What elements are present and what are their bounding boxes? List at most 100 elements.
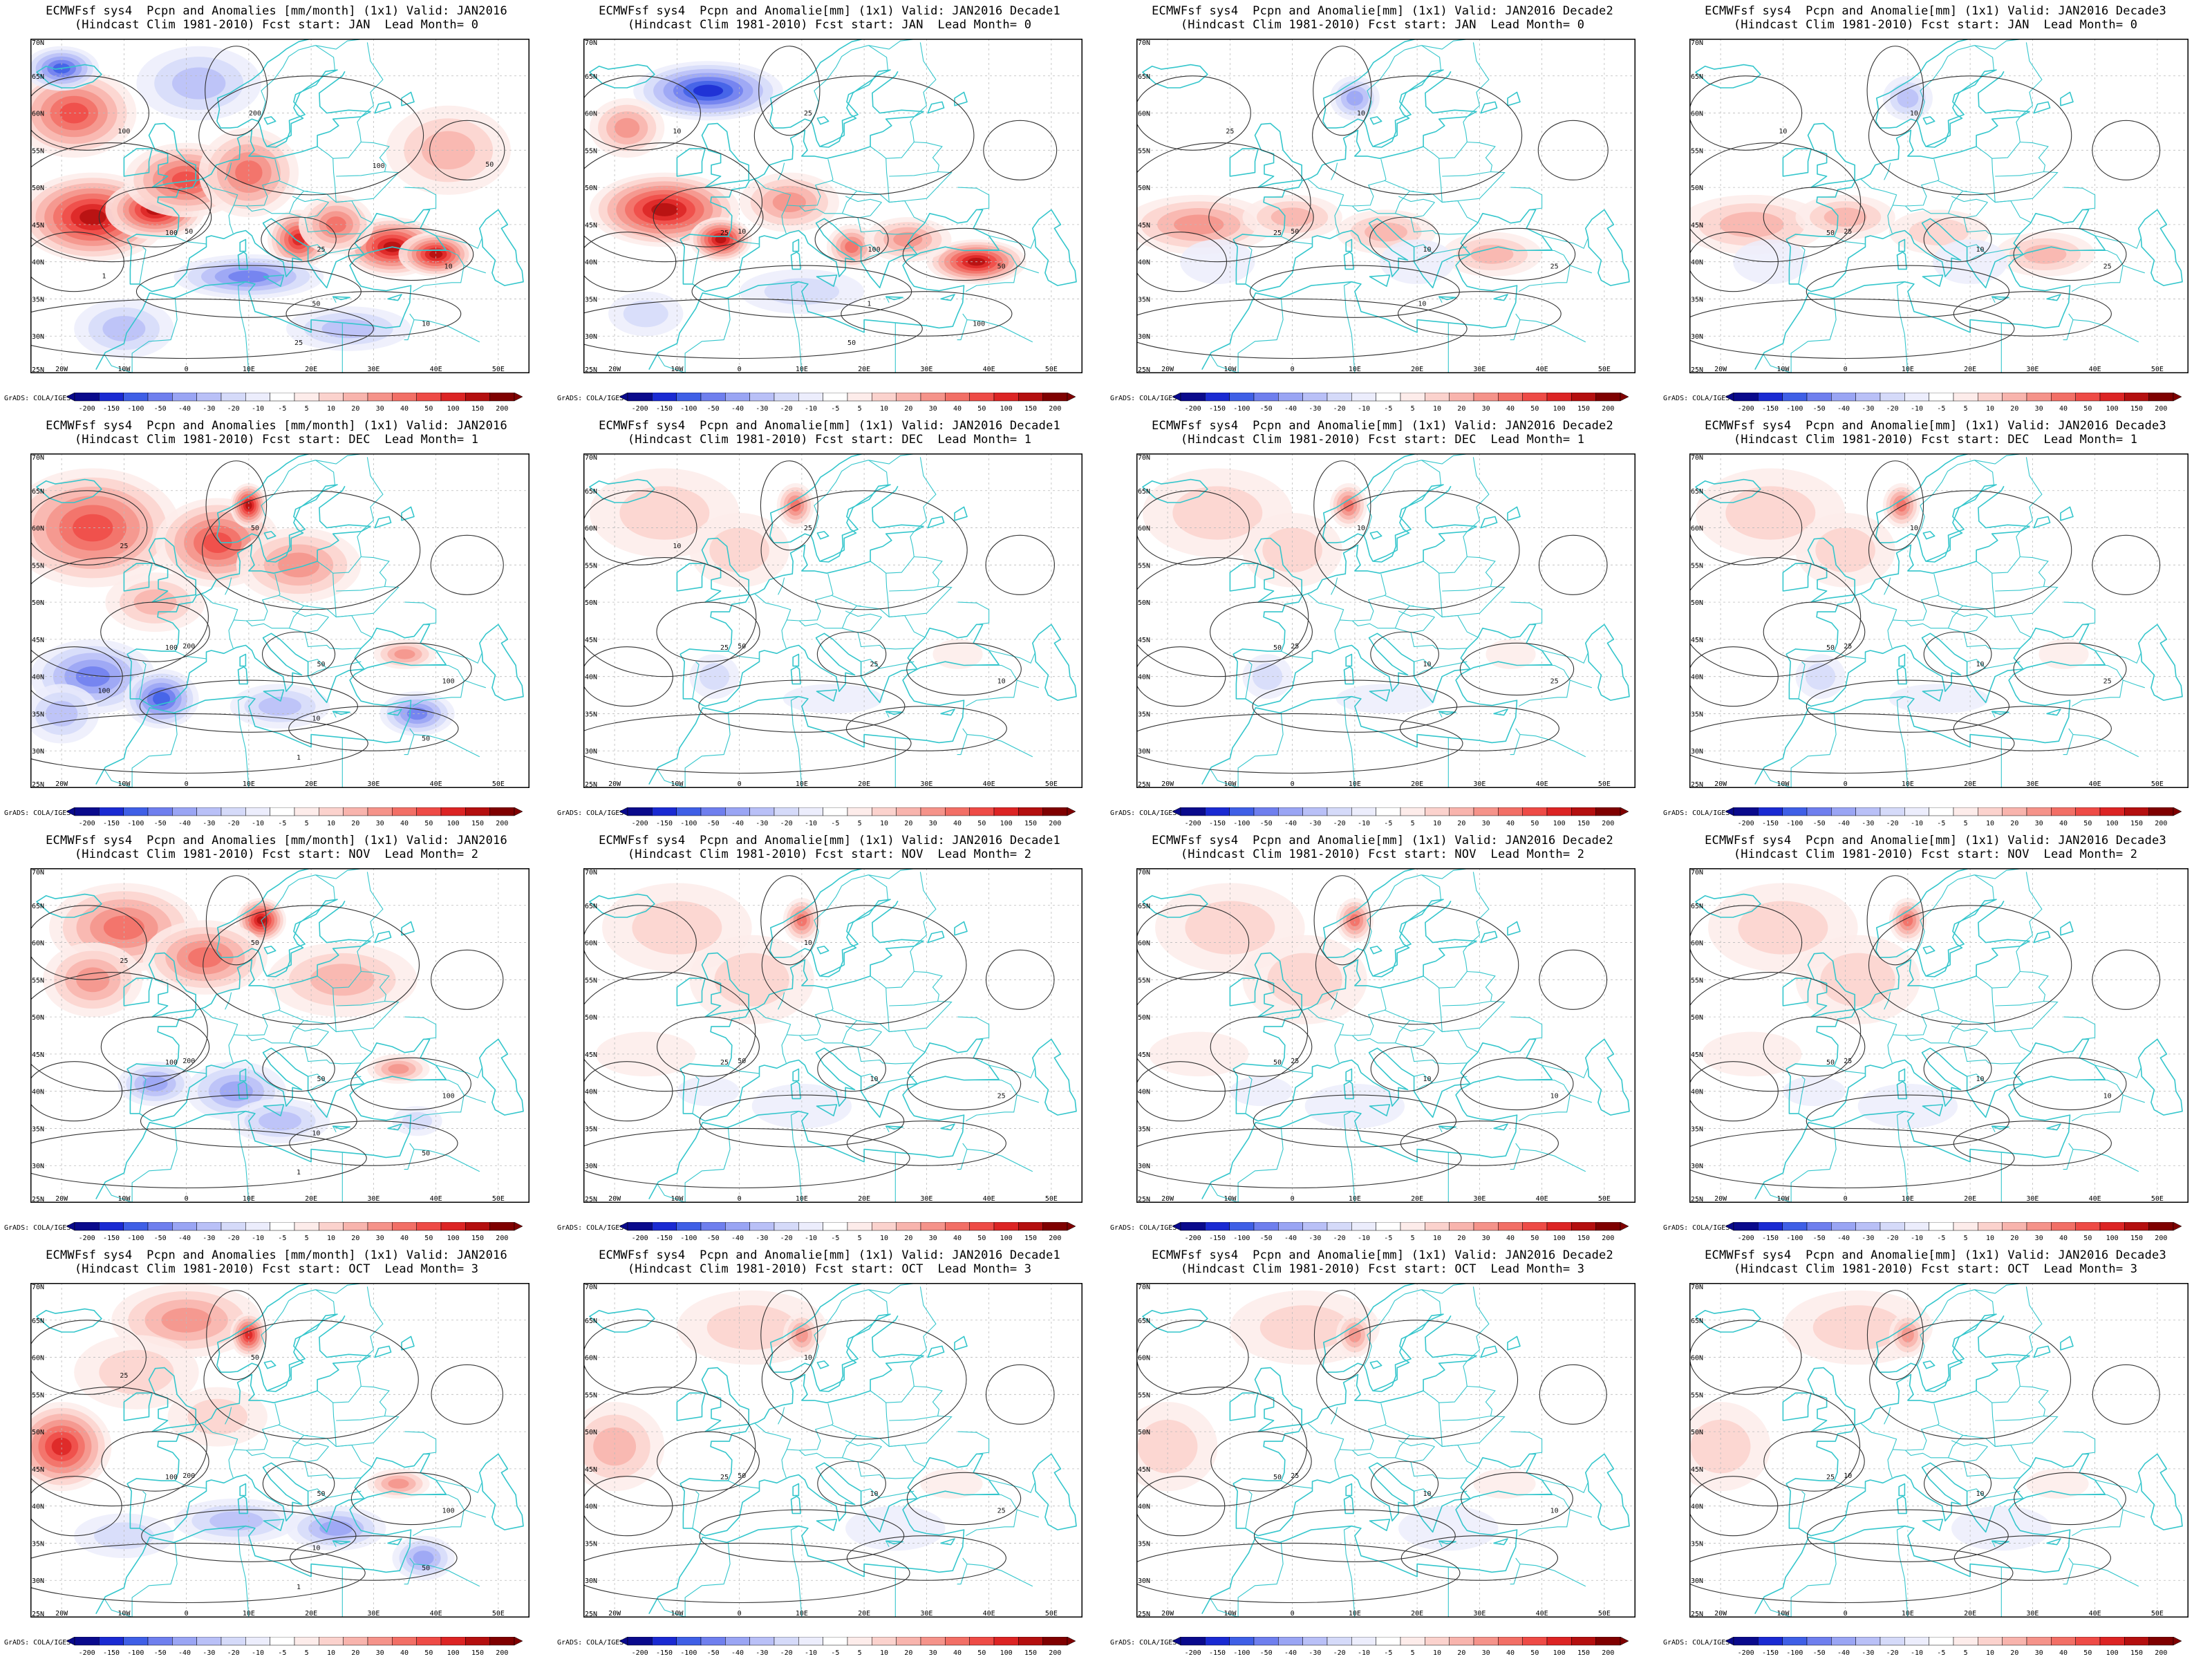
colorbar-swatch: [465, 1221, 490, 1231]
lon-tick-label: 20E: [1964, 366, 1976, 373]
colorbar-swatch: [1473, 392, 1499, 402]
contour-line: [902, 227, 1026, 281]
colorbar-swatch: [2124, 1636, 2149, 1646]
lat-tick-label: 70N: [32, 1284, 44, 1291]
colorbar-tick-label: -200: [79, 1649, 95, 1657]
colorbar-swatch: [99, 392, 124, 402]
colorbar-tick-label: -100: [1233, 1235, 1250, 1242]
contour-line: [261, 631, 336, 677]
colorbar-tick-label: 50: [1530, 1235, 1539, 1242]
colorbar-swatch: [700, 1221, 726, 1231]
lat-tick-label: 70N: [585, 454, 597, 462]
panel-title-line2: (Hindcast Clim 1981-2010) Fcst start: NO…: [627, 847, 1032, 861]
lon-tick-label: 50E: [1045, 780, 1058, 788]
colorbar-tick-label: -5: [278, 1235, 286, 1242]
colorbar-swatch: [2002, 1636, 2027, 1646]
country-borders: [1763, 1283, 2145, 1618]
lat-tick-label: 55N: [1691, 977, 1703, 984]
contour-label: 50: [1826, 644, 1835, 652]
colorbar-tick-label: -20: [1886, 820, 1899, 827]
colorbar-swatch: [1449, 392, 1474, 402]
lon-tick-label: 30E: [367, 780, 379, 788]
colorbar-tick-label: 100: [1553, 1235, 1566, 1242]
dry-anomaly-area: [1230, 1076, 1293, 1107]
colorbar-swatch: [700, 392, 726, 402]
contour-line: [753, 75, 975, 196]
colorbar-swatch: [1351, 392, 1376, 402]
colorbar-swatch: [1229, 1221, 1255, 1231]
lat-tick-label: 50N: [32, 1014, 44, 1022]
colorbar-swatch: [1253, 392, 1279, 402]
colorbar-tick-label: -5: [831, 1649, 839, 1657]
colorbar-swatch: [416, 807, 442, 816]
climatology-contours: [30, 46, 505, 359]
anomaly-map: 25 50 25 10 25 10 70N 65N 60N 55N 50N 45N 40N 35N 30N 2…: [583, 453, 1082, 788]
color-bar: -200 -150 -100 -50 -40 -30 -20 -10 -5 5 10 20 30 40 50…: [66, 807, 523, 828]
colorbar-swatch: [1351, 1221, 1376, 1231]
colorbar-low-arrow: [619, 807, 628, 816]
contour-line: [1315, 905, 1519, 1025]
colorbar-swatch: [440, 392, 466, 402]
lon-tick-label: 10W: [1224, 1195, 1237, 1203]
climatology-contours: [30, 460, 504, 774]
panel-title-line2: (Hindcast Clim 1981-2010) Fcst start: DE…: [1180, 433, 1585, 447]
contour-line: [30, 142, 212, 263]
colorbar-swatch: [969, 807, 995, 816]
colorbar-tick-label: 5: [305, 820, 309, 827]
contour-line: [1953, 706, 2112, 751]
colorbar-swatch: [1042, 1636, 1068, 1646]
contour-line: [985, 534, 1055, 595]
colorbar-tick-label: -200: [632, 1235, 648, 1242]
contour-line: [2092, 120, 2161, 180]
colorbar-swatch: [700, 807, 726, 816]
colorbar-tick-label: 50: [977, 1235, 986, 1242]
contour-line: [1868, 490, 2072, 610]
colorbar-swatch: [920, 1221, 946, 1231]
colorbar-swatch: [1042, 807, 1068, 816]
contour-label: 100: [973, 321, 985, 328]
contour-line: [1806, 1509, 2009, 1562]
lat-tick-label: 70N: [32, 869, 44, 877]
contour-label: 200: [182, 1058, 195, 1065]
anomaly-map: 50 25 10 10 70N 65N 60N 55N 50N 45N 40N 35N 30N 25N 20…: [1136, 868, 1635, 1203]
lon-tick-label: 40E: [983, 1610, 995, 1618]
contour-line: [1208, 187, 1314, 247]
contour-line: [1763, 1431, 1865, 1492]
contour-line: [2013, 642, 2127, 696]
contour-label: 25: [804, 525, 812, 532]
colorbar-tick-label: -5: [1937, 405, 1945, 413]
color-bar: -200 -150 -100 -50 -40 -30 -20 -10 -5 5 10 20 30 40 50…: [1172, 392, 1629, 413]
lat-tick-label: 55N: [585, 147, 597, 155]
coastlines: [1142, 868, 1630, 1199]
contour-label: 10: [1423, 1490, 1432, 1498]
colorbar-tick-label: -5: [1384, 405, 1392, 413]
lon-tick-label: 30E: [1473, 366, 1485, 373]
lat-tick-label: 65N: [585, 73, 597, 81]
contour-line: [431, 949, 504, 1010]
wet-anomaly-area: [187, 1398, 248, 1435]
colorbar-swatch: [749, 392, 775, 402]
lon-tick-label: 10W: [671, 366, 684, 373]
colorbar-swatch: [1205, 1221, 1230, 1231]
colorbar-tick-label: -150: [1762, 1235, 1779, 1242]
contour-line: [262, 1046, 335, 1092]
colorbar-tick-label: 200: [2155, 1235, 2167, 1242]
colorbar-tick-label: 30: [376, 1649, 384, 1657]
grads-credit: GrADS: COLA/IGES: [557, 1639, 624, 1647]
contour-labels: 50 25 10 25 10: [1273, 525, 1559, 686]
colorbar-tick-label: 30: [929, 1235, 937, 1242]
anomaly-map: 100 50 25 10 200 100 50 25 10 1 50 100 70N 65N 60N 55N 5…: [30, 39, 529, 373]
dry-anomaly-area: [219, 1081, 253, 1102]
lat-tick-label: 45N: [1691, 1466, 1703, 1474]
colorbar-tick-label: -30: [1862, 820, 1874, 827]
colorbar-swatch: [774, 392, 799, 402]
map-canvas: 50 25 10 10 70N 65N 60N 55N 50N 45N 40N 35N 30N 25N 20…: [1136, 868, 1635, 1203]
colorbar-swatch: [1904, 1636, 1929, 1646]
wet-anomaly-area: [619, 486, 710, 540]
lon-tick-label: 20W: [55, 1195, 68, 1203]
dry-anomaly-area: [1783, 1076, 1846, 1107]
country-borders: [1763, 39, 2145, 373]
map-canvas: 25 50 25 10 25 10 70N 65N 60N 55N 50N 45N 40N 35N 30N 2…: [583, 453, 1082, 788]
contour-label: 10: [804, 1354, 812, 1362]
contour-line: [583, 298, 923, 359]
